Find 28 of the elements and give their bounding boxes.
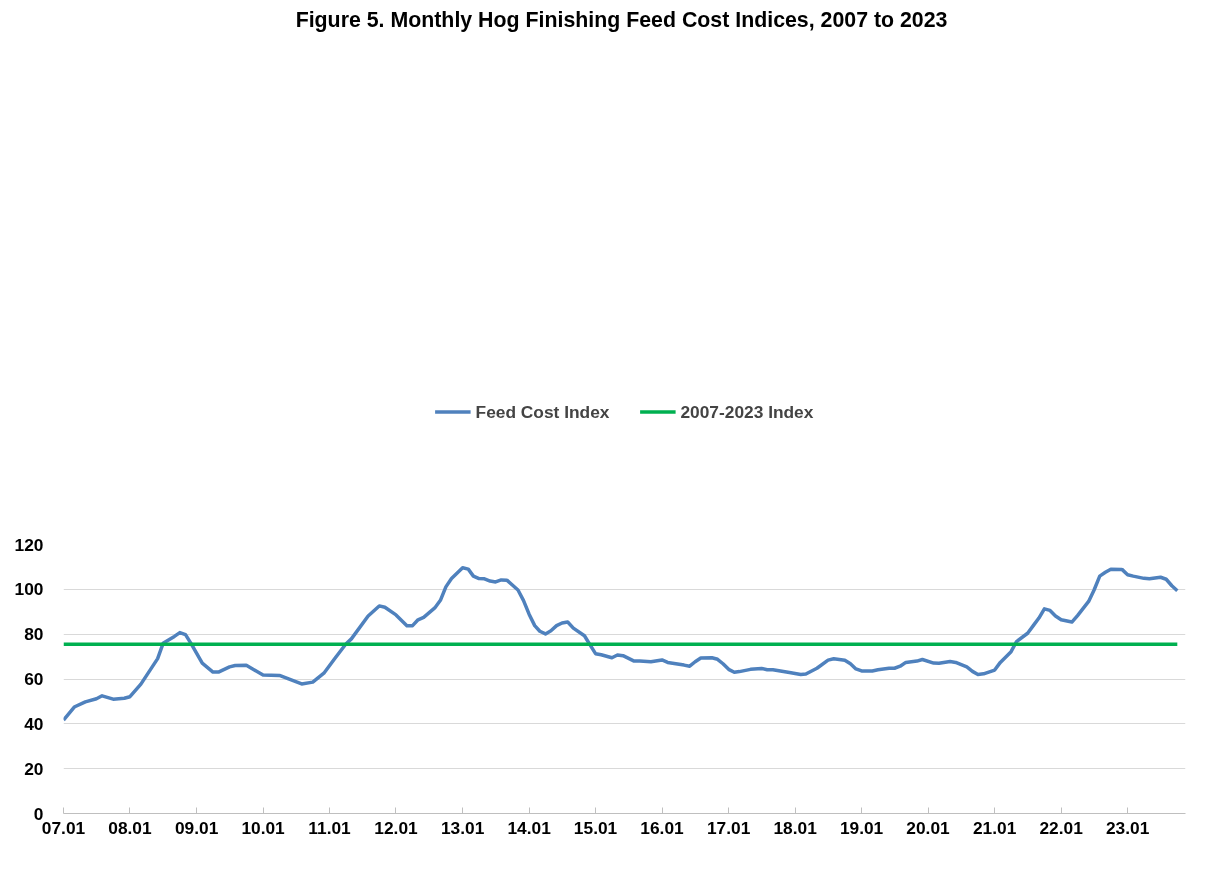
legend-label: 2007-2023 Index xyxy=(680,401,814,423)
x-tick-label: 15.01 xyxy=(573,817,618,838)
x-tick-label: 10.01 xyxy=(241,817,286,838)
x-tick-label: 17.01 xyxy=(706,817,751,838)
x-tick-label: 21.01 xyxy=(972,817,1017,838)
x-tick-label: 11.01 xyxy=(308,817,352,838)
y-tick-label: 100 xyxy=(14,579,44,600)
chart-title: Figure 5. Monthly Hog Finishing Feed Cost Indices, 2007 to 2023 xyxy=(295,7,948,32)
x-tick-label: 12.01 xyxy=(374,817,419,838)
x-tick-label: 22.01 xyxy=(1039,817,1084,838)
x-tick-label: 07.01 xyxy=(41,817,86,838)
y-tick-label: 120 xyxy=(14,534,44,555)
x-tick-label: 08.01 xyxy=(108,817,152,838)
y-tick-label: 60 xyxy=(24,669,44,689)
y-tick-label: 0 xyxy=(33,803,44,824)
legend-label: Feed Cost Index xyxy=(475,401,610,423)
x-tick-label: 19.01 xyxy=(839,817,884,838)
x-tick-label: 13.01 xyxy=(440,817,485,838)
x-tick-label: 09.01 xyxy=(174,817,219,838)
x-tick-label: 18.01 xyxy=(773,817,818,838)
x-tick-label: 16.01 xyxy=(640,817,685,838)
x-tick-label: 14.01 xyxy=(507,817,552,838)
x-tick-label: 23.01 xyxy=(1105,817,1150,838)
line-series xyxy=(63,566,1180,722)
y-tick-label: 80 xyxy=(24,624,44,645)
y-tick-label: 20 xyxy=(24,758,44,779)
x-tick-label: 20.01 xyxy=(906,817,951,838)
y-tick-label: 40 xyxy=(24,713,44,734)
